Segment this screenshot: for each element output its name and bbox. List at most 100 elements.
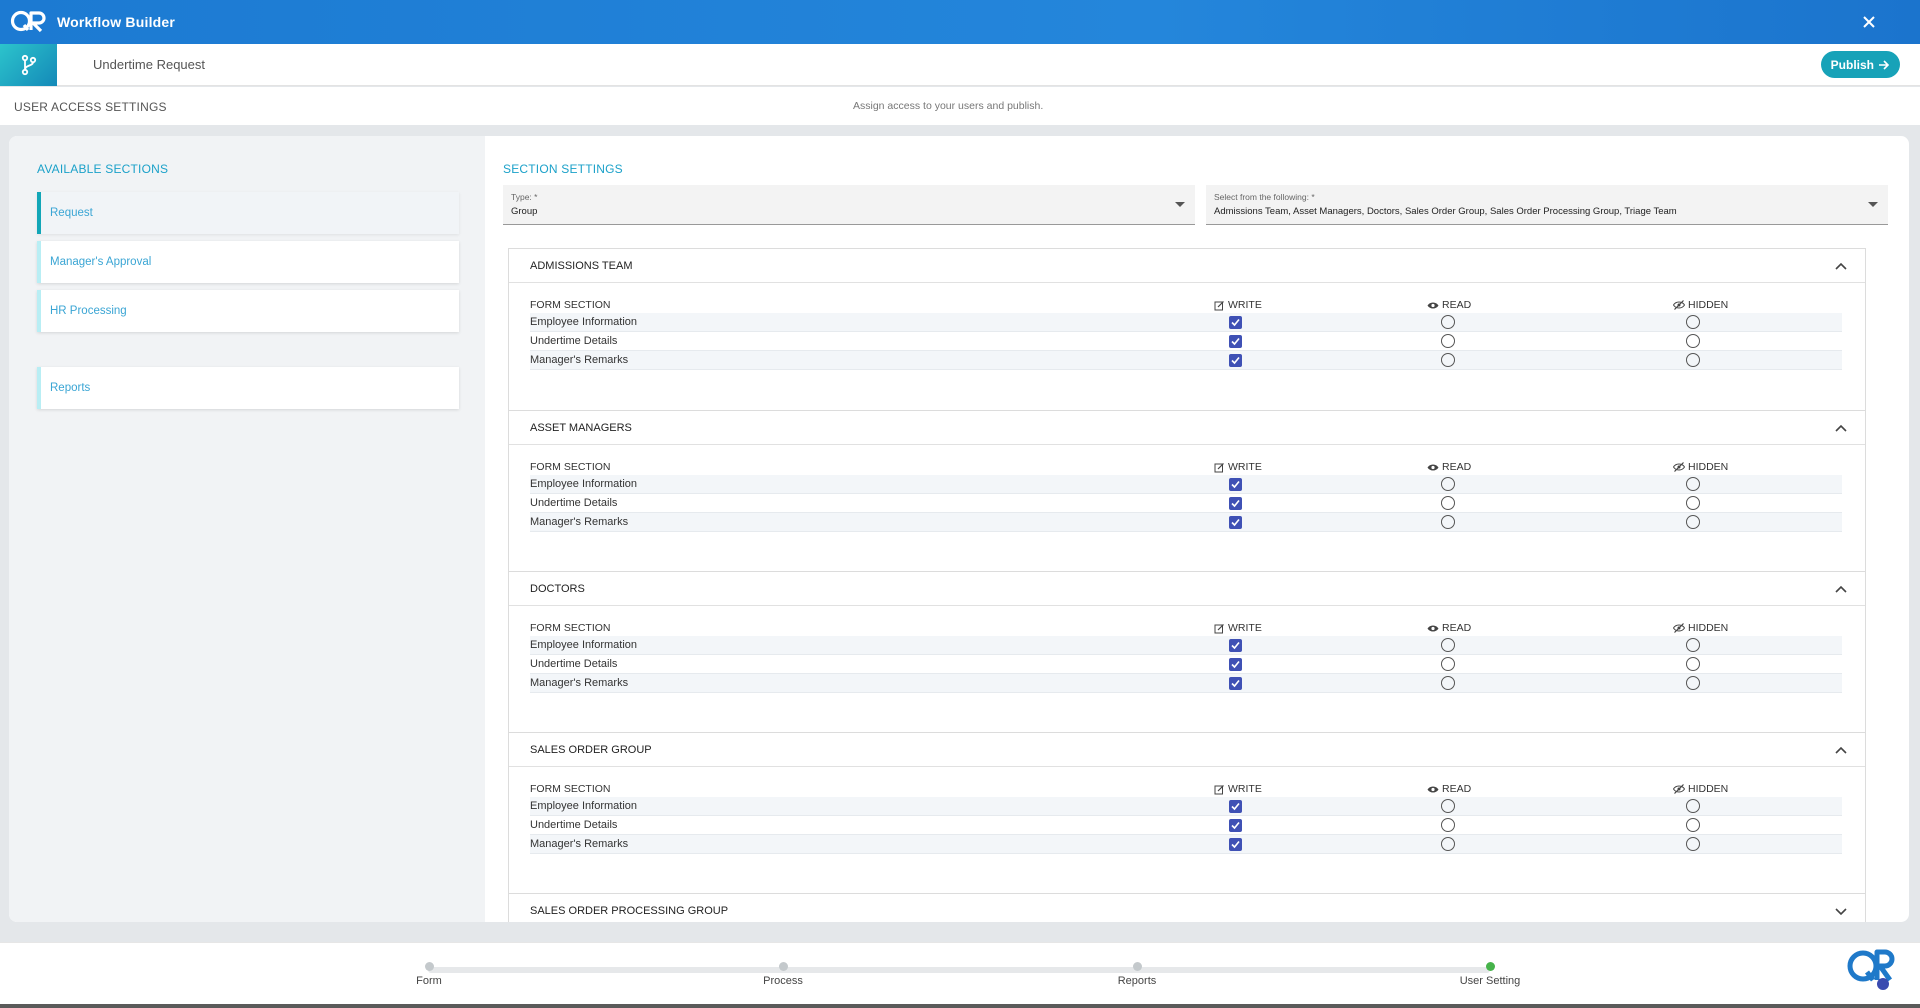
- close-icon[interactable]: [1858, 11, 1880, 33]
- hidden-radio[interactable]: [1686, 676, 1700, 690]
- form-section-name: Manager's Remarks: [530, 838, 629, 850]
- write-checkbox[interactable]: [1229, 516, 1242, 529]
- step-form[interactable]: Form: [369, 960, 489, 987]
- column-read: READ: [1427, 461, 1471, 473]
- group-card: ADMISSIONS TEAM FORM SECTION WRITE READ HIDD…: [508, 248, 1866, 411]
- hidden-radio[interactable]: [1686, 353, 1700, 367]
- read-radio[interactable]: [1441, 477, 1455, 491]
- chevron-up-icon[interactable]: [1835, 260, 1847, 272]
- write-checkbox[interactable]: [1229, 639, 1242, 652]
- column-hidden-label: HIDDEN: [1688, 783, 1729, 795]
- read-radio[interactable]: [1441, 657, 1455, 671]
- hidden-radio[interactable]: [1686, 496, 1700, 510]
- hidden-radio[interactable]: [1686, 334, 1700, 348]
- workflow-branch-icon[interactable]: [0, 43, 57, 86]
- table-header: FORM SECTION WRITE READ HIDDEN: [530, 783, 1842, 797]
- step-dot: [778, 962, 788, 971]
- form-section-name: Manager's Remarks: [530, 354, 629, 366]
- write-checkbox[interactable]: [1229, 819, 1242, 832]
- group-header[interactable]: ADMISSIONS TEAM: [509, 249, 1865, 283]
- hidden-radio[interactable]: [1686, 818, 1700, 832]
- table-header: FORM SECTION WRITE READ HIDDEN: [530, 461, 1842, 475]
- group-header[interactable]: SALES ORDER GROUP: [509, 733, 1865, 767]
- table-row: Employee Information: [530, 797, 1842, 816]
- step-dot: [1485, 962, 1495, 971]
- access-table: FORM SECTION WRITE READ HIDDEN Employee Info…: [530, 783, 1842, 854]
- step-progress-bar: Form Process Reports User Setting: [0, 942, 1920, 1008]
- form-section-name: Undertime Details: [530, 658, 618, 670]
- group-name: ADMISSIONS TEAM: [530, 260, 633, 272]
- group-name: DOCTORS: [530, 583, 585, 595]
- type-dropdown[interactable]: Type: * Group: [503, 185, 1195, 225]
- table-row: Employee Information: [530, 636, 1842, 655]
- step-process[interactable]: Process: [723, 960, 843, 987]
- read-radio[interactable]: [1441, 496, 1455, 510]
- eye-slash-icon: [1673, 623, 1685, 633]
- section-item-reports[interactable]: Reports: [37, 367, 459, 409]
- read-radio[interactable]: [1441, 353, 1455, 367]
- step-reports[interactable]: Reports: [1077, 960, 1197, 987]
- hidden-radio[interactable]: [1686, 657, 1700, 671]
- group-header[interactable]: ASSET MANAGERS: [509, 411, 1865, 445]
- section-item-request[interactable]: Request: [37, 192, 459, 234]
- table-row: Employee Information: [530, 475, 1842, 494]
- eye-icon: [1427, 625, 1439, 631]
- chevron-up-icon[interactable]: [1835, 583, 1847, 595]
- checkmark-icon: [1231, 679, 1240, 688]
- hidden-radio[interactable]: [1686, 515, 1700, 529]
- read-radio[interactable]: [1441, 676, 1455, 690]
- read-radio[interactable]: [1441, 315, 1455, 329]
- write-checkbox[interactable]: [1229, 677, 1242, 690]
- section-item-hr-processing[interactable]: HR Processing: [37, 290, 459, 332]
- read-radio[interactable]: [1441, 515, 1455, 529]
- read-radio[interactable]: [1441, 837, 1455, 851]
- group-select-dropdown[interactable]: Select from the following: * Admissions …: [1206, 185, 1888, 225]
- checkmark-icon: [1231, 480, 1240, 489]
- chevron-down-icon[interactable]: [1835, 905, 1847, 917]
- hidden-radio[interactable]: [1686, 837, 1700, 851]
- hidden-radio[interactable]: [1686, 477, 1700, 491]
- checkmark-icon: [1231, 840, 1240, 849]
- group-header[interactable]: SALES ORDER PROCESSING GROUP: [509, 894, 1865, 922]
- access-settings-description: Assign access to your users and publish.: [853, 100, 1044, 112]
- table-row: Undertime Details: [530, 655, 1842, 674]
- group-name: SALES ORDER PROCESSING GROUP: [530, 905, 729, 917]
- read-radio[interactable]: [1441, 638, 1455, 652]
- write-checkbox[interactable]: [1229, 316, 1242, 329]
- step-user-setting[interactable]: User Setting: [1430, 960, 1550, 987]
- group-name: ASSET MANAGERS: [530, 422, 632, 434]
- hidden-radio[interactable]: [1686, 799, 1700, 813]
- section-item-label: Reports: [50, 382, 91, 394]
- form-section-name: Employee Information: [530, 800, 637, 812]
- write-checkbox[interactable]: [1229, 800, 1242, 813]
- write-checkbox[interactable]: [1229, 838, 1242, 851]
- type-dropdown-label: Type: *: [511, 192, 538, 202]
- chevron-up-icon[interactable]: [1835, 422, 1847, 434]
- read-radio[interactable]: [1441, 818, 1455, 832]
- read-radio[interactable]: [1441, 799, 1455, 813]
- main-panel: AVAILABLE SECTIONS Request Manager's App…: [9, 136, 1909, 922]
- form-section-name: Employee Information: [530, 316, 637, 328]
- read-radio[interactable]: [1441, 334, 1455, 348]
- write-checkbox[interactable]: [1229, 497, 1242, 510]
- publish-label: Publish: [1830, 57, 1874, 72]
- eye-slash-icon: [1673, 300, 1685, 310]
- chevron-up-icon[interactable]: [1835, 744, 1847, 756]
- form-section-name: Employee Information: [530, 478, 637, 490]
- hidden-radio[interactable]: [1686, 315, 1700, 329]
- write-checkbox[interactable]: [1229, 354, 1242, 367]
- publish-button[interactable]: Publish: [1820, 51, 1900, 78]
- table-row: Manager's Remarks: [530, 674, 1842, 693]
- qr-assistant-icon[interactable]: [1843, 940, 1897, 994]
- form-section-name: Undertime Details: [530, 335, 618, 347]
- hidden-radio[interactable]: [1686, 638, 1700, 652]
- write-checkbox[interactable]: [1229, 658, 1242, 671]
- write-checkbox[interactable]: [1229, 478, 1242, 491]
- column-write: WRITE: [1214, 622, 1262, 634]
- step-track: [428, 967, 1490, 973]
- write-checkbox[interactable]: [1229, 335, 1242, 348]
- checkmark-icon: [1231, 499, 1240, 508]
- group-header[interactable]: DOCTORS: [509, 572, 1865, 606]
- eye-icon: [1427, 302, 1439, 308]
- section-item-managers-approval[interactable]: Manager's Approval: [37, 241, 459, 283]
